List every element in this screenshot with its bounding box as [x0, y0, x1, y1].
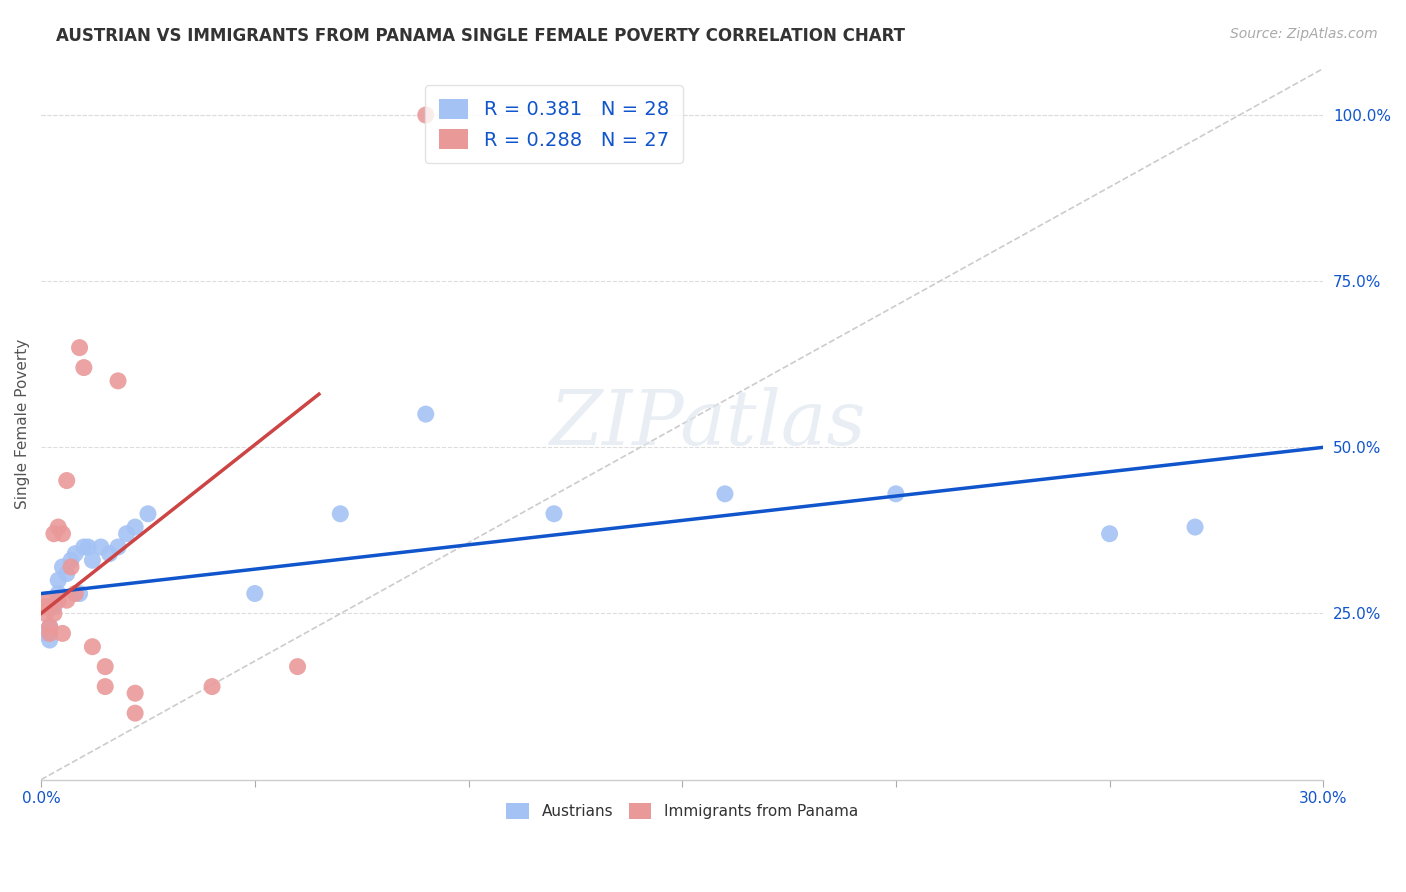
Point	[69, 586, 91, 600]
Point	[201, 680, 224, 694]
Point	[51, 526, 73, 541]
Legend: Austrians, Immigrants from Panama: Austrians, Immigrants from Panama	[501, 797, 865, 825]
Point	[38, 626, 60, 640]
Point	[69, 341, 91, 355]
Point	[60, 553, 83, 567]
Y-axis label: Single Female Poverty: Single Female Poverty	[15, 339, 30, 509]
Point	[34, 599, 56, 614]
Point	[38, 620, 60, 634]
Point	[1184, 520, 1206, 534]
Point	[287, 659, 309, 673]
Point	[1098, 526, 1121, 541]
Text: Source: ZipAtlas.com: Source: ZipAtlas.com	[1230, 27, 1378, 41]
Point	[34, 593, 56, 607]
Point	[73, 360, 96, 375]
Point	[243, 586, 266, 600]
Point	[46, 573, 69, 587]
Point	[51, 560, 73, 574]
Text: ZIPatlas: ZIPatlas	[550, 387, 866, 461]
Point	[55, 566, 77, 581]
Point	[98, 547, 121, 561]
Point	[46, 586, 69, 600]
Point	[60, 560, 83, 574]
Point	[46, 593, 69, 607]
Point	[55, 474, 77, 488]
Text: AUSTRIAN VS IMMIGRANTS FROM PANAMA SINGLE FEMALE POVERTY CORRELATION CHART: AUSTRIAN VS IMMIGRANTS FROM PANAMA SINGL…	[56, 27, 905, 45]
Point	[42, 607, 65, 621]
Point	[65, 547, 87, 561]
Point	[77, 540, 100, 554]
Point	[124, 686, 146, 700]
Point	[51, 626, 73, 640]
Point	[94, 680, 117, 694]
Point	[136, 507, 159, 521]
Point	[34, 626, 56, 640]
Point	[884, 487, 907, 501]
Point	[124, 520, 146, 534]
Point	[415, 108, 437, 122]
Point	[34, 607, 56, 621]
Point	[329, 507, 352, 521]
Point	[42, 599, 65, 614]
Point	[714, 487, 737, 501]
Point	[46, 520, 69, 534]
Point	[115, 526, 138, 541]
Point	[65, 586, 87, 600]
Point	[38, 620, 60, 634]
Point	[42, 526, 65, 541]
Point	[415, 407, 437, 421]
Point	[124, 706, 146, 720]
Point	[82, 640, 104, 654]
Point	[73, 540, 96, 554]
Point	[38, 633, 60, 648]
Point	[82, 553, 104, 567]
Point	[55, 593, 77, 607]
Point	[107, 374, 129, 388]
Point	[94, 659, 117, 673]
Point	[543, 507, 565, 521]
Point	[90, 540, 112, 554]
Point	[107, 540, 129, 554]
Point	[38, 599, 60, 614]
